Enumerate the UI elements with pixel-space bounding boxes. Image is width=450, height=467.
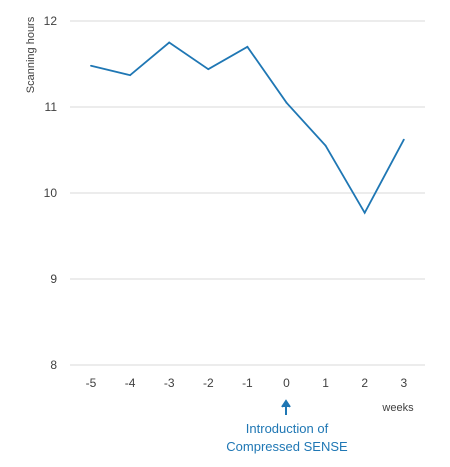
x-tick-label: 3: [400, 376, 407, 390]
data-point: [207, 68, 210, 71]
x-tick-label: -1: [242, 376, 253, 390]
series-line-group: [90, 41, 405, 215]
data-point: [324, 144, 327, 147]
data-point: [402, 138, 405, 141]
x-tick-label: 1: [322, 376, 329, 390]
y-tick-label: 11: [45, 100, 58, 114]
y-axis-label: Scanning hours: [25, 16, 37, 93]
x-tick-label: -5: [86, 376, 97, 390]
gridlines: [70, 20, 425, 366]
y-tick-label: 10: [44, 186, 58, 200]
annotation-line-1: Introduction of: [246, 421, 329, 436]
arrow-up-icon: [281, 399, 291, 415]
data-point: [168, 41, 171, 44]
annotation: Introduction of Compressed SENSE: [226, 399, 348, 454]
data-point: [90, 64, 92, 67]
x-tick-label: -2: [203, 376, 214, 390]
data-point: [246, 45, 249, 48]
y-tick-label: 9: [50, 272, 57, 286]
data-point: [129, 74, 132, 77]
annotation-line-2: Compressed SENSE: [226, 439, 348, 454]
x-tick-labels: -5 -4 -3 -2 -1 0 1 2 3: [86, 376, 408, 390]
data-point: [285, 101, 288, 104]
x-tick-label: -4: [125, 376, 136, 390]
x-axis-label: weeks: [381, 402, 414, 414]
y-tick-labels: 8 9 10 11 12: [44, 14, 58, 372]
x-tick-label: 2: [361, 376, 368, 390]
y-tick-label: 8: [50, 358, 57, 372]
x-tick-label: -3: [164, 376, 175, 390]
series-line-0: [90, 41, 405, 215]
data-point: [363, 211, 366, 214]
x-tick-label: 0: [283, 376, 290, 390]
y-tick-label: 12: [44, 14, 58, 28]
